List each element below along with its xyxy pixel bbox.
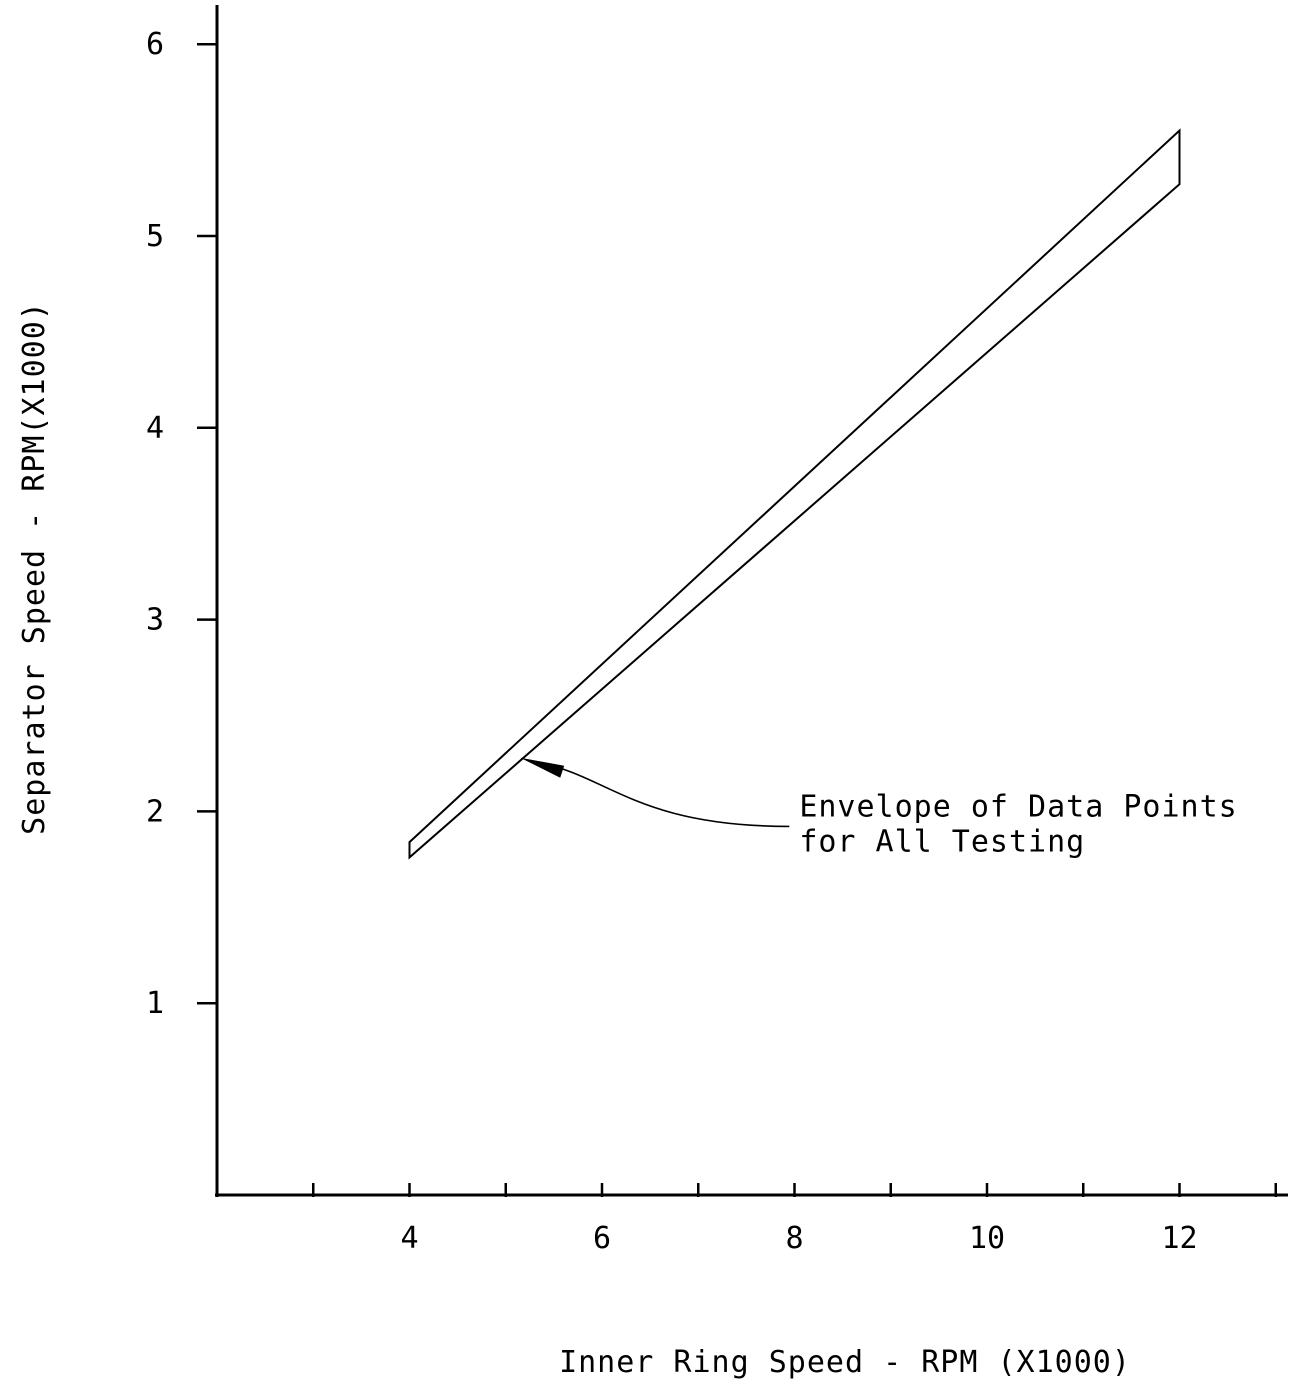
y-tick-label-5: 5 [146, 219, 164, 254]
annotation-text-line-1: Envelope of Data Points [799, 789, 1237, 824]
annotation-leader-line [540, 761, 790, 828]
y-tick-label-2: 2 [146, 794, 164, 829]
annotation-arrowhead [520, 757, 565, 778]
data-envelope-band-0 [408, 128, 1181, 860]
y-tick-label-6: 6 [146, 27, 164, 62]
x-tick-label-10: 10 [969, 1221, 1005, 1256]
y-tick-labels: 1 2 3 4 5 6 [146, 27, 164, 1021]
plot-area [408, 128, 1181, 860]
x-axis-label: Inner Ring Speed - RPM (X1000) [559, 1345, 1131, 1380]
x-ticks [312, 1183, 1277, 1197]
y-axis-label: Separator Speed - RPM(X1000) [17, 301, 52, 835]
y-ticks [197, 42, 218, 1005]
y-tick-label-4: 4 [146, 411, 164, 446]
annotation-text-line-2: for All Testing [799, 824, 1085, 859]
y-tick-label-1: 1 [146, 986, 164, 1021]
annotation: Envelope of Data Points for All Testing [520, 757, 1237, 859]
axes [215, 5, 1288, 1197]
x-tick-label-8: 8 [785, 1221, 803, 1256]
y-tick-label-3: 3 [146, 603, 164, 638]
x-tick-labels: 4 6 8 10 12 [400, 1221, 1197, 1256]
x-tick-label-6: 6 [593, 1221, 611, 1256]
x-tick-label-12: 12 [1161, 1221, 1197, 1256]
x-tick-label-4: 4 [400, 1221, 418, 1256]
